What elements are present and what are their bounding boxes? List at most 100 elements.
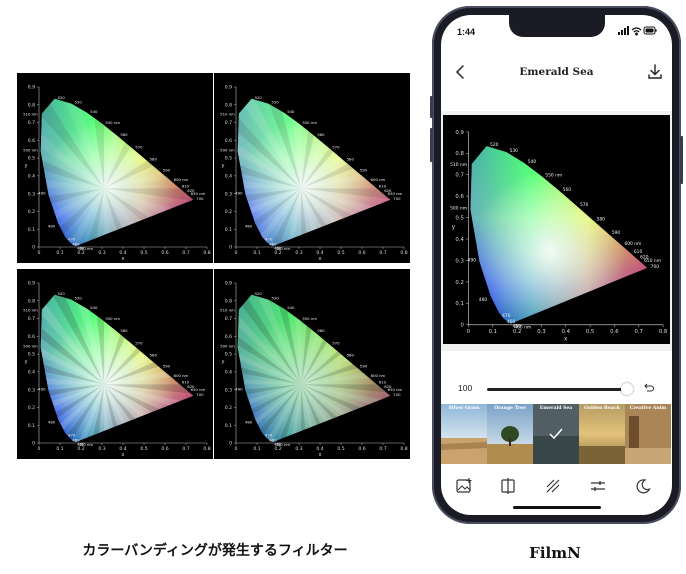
wavelength-label: 510 nm xyxy=(23,307,38,312)
x-tick-label: 0.8 xyxy=(659,329,668,335)
wavelength-label: 610 xyxy=(379,380,387,385)
wavelength-label: 510 nm xyxy=(220,111,235,116)
wavelength-label: 400 nm xyxy=(79,442,94,447)
wavelength-label: 530 xyxy=(271,100,279,105)
wavelength-label: 500 nm xyxy=(23,343,38,348)
wavelength-label: 700 xyxy=(393,196,401,201)
x-tick-label: 0.3 xyxy=(98,446,105,452)
y-tick-label: 0.7 xyxy=(28,120,35,126)
x-tick-label: 0.4 xyxy=(119,446,126,452)
x-tick-label: 0 xyxy=(235,446,238,452)
filter-thumb-orange-tree[interactable]: Orange Tree xyxy=(487,404,533,464)
y-tick-label: 0.2 xyxy=(455,280,463,286)
chromaticity-gamut xyxy=(237,294,391,443)
wavelength-label: 530 xyxy=(74,100,82,105)
intensity-slider[interactable] xyxy=(487,388,627,391)
phone-screen: 1:44 Emerald Sea xyxy=(441,15,672,515)
wavelength-label: 530 xyxy=(510,148,519,154)
x-tick-label: 0.3 xyxy=(295,446,302,452)
download-icon[interactable] xyxy=(646,63,664,81)
image-add-icon[interactable] xyxy=(455,477,473,495)
y-tick-label: 0.6 xyxy=(225,334,232,340)
filter-name: Silver Grass xyxy=(448,406,480,411)
x-tick-label: 0.3 xyxy=(295,250,302,256)
x-tick-label: 0.1 xyxy=(56,446,63,452)
wavelength-label: 480 xyxy=(48,223,56,228)
moon-icon[interactable] xyxy=(634,477,652,495)
selected-check-icon xyxy=(549,428,563,440)
intensity-slider-thumb[interactable] xyxy=(621,383,633,395)
y-tick-label: 0.4 xyxy=(28,369,35,375)
x-tick-label: 0 xyxy=(38,446,41,452)
y-tick-label: 0 xyxy=(229,245,232,251)
wavelength-label: 480 xyxy=(48,419,56,424)
wavelength-label: 590 xyxy=(163,364,171,369)
x-tick-label: 0.2 xyxy=(77,250,84,256)
photo-preview-area[interactable]: 0 0.1 0.2 0.3 0.4 0.5 0.6 0.7 0.8 0 0.1 0.2 0.3 0.4 0.… xyxy=(441,111,672,351)
compare-split-icon[interactable] xyxy=(499,477,517,495)
wavelength-label: 700 xyxy=(196,196,204,201)
x-tick-label: 0.8 xyxy=(203,250,210,256)
y-tick-label: 0.3 xyxy=(225,191,232,197)
reset-icon[interactable] xyxy=(641,381,655,395)
wavelength-label: 540 xyxy=(528,159,537,165)
x-tick-label: 0.1 xyxy=(489,329,497,335)
y-axis-label: y xyxy=(25,163,28,169)
wavelength-label: 560 xyxy=(317,132,325,137)
x-tick-label: 0.6 xyxy=(358,446,365,452)
y-tick-label: 0.9 xyxy=(225,85,232,91)
y-tick-label: 0.9 xyxy=(28,85,35,91)
chromaticity-gamut xyxy=(40,98,194,247)
wavelength-label: 400 nm xyxy=(276,246,291,251)
wavelength-label: 540 xyxy=(90,109,98,114)
wavelength-label: 650 nm xyxy=(388,191,403,196)
x-tick-label: 0.5 xyxy=(337,446,344,452)
adjust-sliders-icon[interactable] xyxy=(589,477,607,495)
y-tick-label: 0.1 xyxy=(225,423,232,429)
wavelength-label: 600 nm xyxy=(624,241,641,247)
y-tick-label: 0.9 xyxy=(28,281,35,287)
wavelength-label: 610 xyxy=(182,184,190,189)
wavelength-label: 540 xyxy=(287,109,295,114)
x-tick-label: 0.3 xyxy=(98,250,105,256)
filter-thumb-golden-beach[interactable]: Golden Beach xyxy=(579,404,625,464)
banding-chart-top-right: 0 0.1 0.2 0.3 0.4 0.5 0.6 0.7 0.8 0 0.1 0.2 0.3 0.4 0.… xyxy=(214,73,410,263)
y-tick-label: 0.8 xyxy=(225,298,232,304)
chart-axes: 0 0.1 0.2 0.3 0.4 0.5 0.6 0.7 0.8 0 0.1 0.2 0.3 0.4 0.… xyxy=(222,85,408,262)
x-axis-label: x xyxy=(319,452,322,458)
y-tick-label: 0.2 xyxy=(225,405,232,411)
nav-bar: Emerald Sea xyxy=(441,55,672,91)
y-tick-label: 0.7 xyxy=(225,316,232,322)
x-tick-label: 0.5 xyxy=(140,446,147,452)
wavelength-label: 460 xyxy=(72,242,80,247)
back-chevron-icon[interactable] xyxy=(453,63,469,81)
x-tick-label: 0.3 xyxy=(537,329,546,335)
chromaticity-gamut xyxy=(40,294,194,443)
y-axis-label: y xyxy=(452,224,456,230)
x-tick-label: 0.1 xyxy=(253,250,260,256)
filter-thumb-emerald-sea[interactable]: Emerald Sea xyxy=(533,404,579,464)
wavelength-label: 590 xyxy=(612,230,621,236)
x-tick-label: 0.4 xyxy=(316,250,323,256)
filter-name: Golden Beach xyxy=(584,406,620,411)
y-tick-label: 0 xyxy=(32,441,35,447)
intensity-slider-row: 100 xyxy=(441,379,672,399)
wavelength-label: 450 xyxy=(77,441,85,446)
wavelength-label: 460 xyxy=(269,242,277,247)
x-tick-label: 0.2 xyxy=(77,446,84,452)
filter-thumb-creative-anim[interactable]: Creative Anim xyxy=(625,404,671,464)
y-axis-label: y xyxy=(222,359,225,365)
y-tick-label: 0.5 xyxy=(455,215,463,221)
wavelength-label: 610 xyxy=(182,380,190,385)
y-tick-label: 0.4 xyxy=(225,173,232,179)
y-tick-label: 0.1 xyxy=(28,227,35,233)
y-tick-label: 0.6 xyxy=(28,138,35,144)
y-tick-label: 0.8 xyxy=(28,298,35,304)
x-tick-label: 0.5 xyxy=(337,250,344,256)
grain-texture-icon[interactable] xyxy=(544,477,562,495)
status-time: 1:44 xyxy=(457,27,476,37)
filter-thumb-silver-grass[interactable]: Silver Grass xyxy=(441,404,487,464)
wavelength-label: 650 nm xyxy=(191,191,206,196)
